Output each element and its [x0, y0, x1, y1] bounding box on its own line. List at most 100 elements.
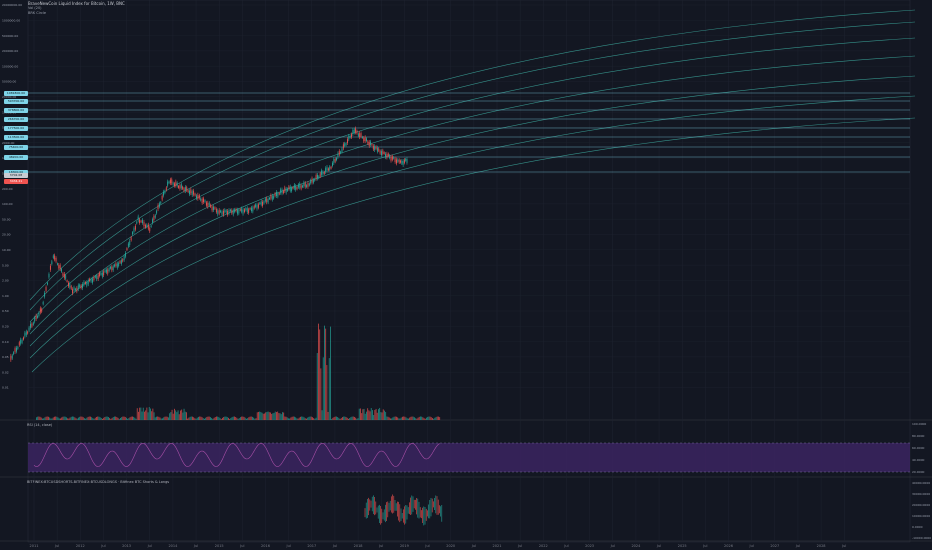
volume-bar — [135, 418, 137, 420]
volume-bar — [91, 417, 93, 420]
candle-body — [161, 195, 163, 200]
volume-bar — [433, 418, 435, 420]
candle-body — [338, 150, 340, 155]
volume-bar — [224, 416, 226, 420]
candle-body — [386, 153, 388, 158]
candle-body — [218, 209, 220, 214]
candle-body — [186, 187, 188, 191]
circle-indicator-label[interactable]: BRK Circle — [28, 11, 47, 15]
candle-body — [210, 204, 212, 207]
volume-bar — [247, 418, 249, 420]
price-axis-label: 0.05 — [2, 355, 9, 359]
volume-bar — [283, 412, 285, 420]
volume-bar — [225, 416, 227, 420]
volume-bar — [418, 416, 420, 420]
volume-bar — [68, 418, 70, 420]
candle-body — [207, 202, 209, 207]
volume-bar — [258, 411, 259, 420]
candle-body — [391, 156, 393, 160]
volume-bar — [410, 416, 412, 420]
candle-body — [357, 133, 359, 137]
candle-body — [363, 137, 365, 142]
volume-bar — [398, 418, 400, 420]
volume-bar — [165, 416, 167, 420]
symbol-title[interactable]: BraveNewCoin Liquid Index for Bitcoin, 1… — [28, 1, 125, 6]
candle-body — [32, 322, 34, 325]
price-axis-label: 0.01 — [2, 386, 9, 390]
shorts-axis-label: 20000.0000 — [912, 503, 930, 507]
volume-bar — [277, 411, 279, 420]
volume-bar — [300, 416, 301, 420]
candle-body — [379, 150, 381, 154]
candle-body — [403, 159, 405, 163]
volume-bar — [403, 416, 405, 420]
volume-bar — [243, 416, 245, 420]
rsi-band — [28, 443, 910, 472]
volume-bar — [326, 365, 328, 420]
candle-body — [150, 225, 152, 228]
volume-bar — [216, 416, 217, 420]
candle-body — [79, 284, 81, 288]
candle-body — [86, 282, 88, 286]
candle-body — [59, 265, 61, 270]
volume-bar — [372, 410, 373, 420]
candle-body — [175, 181, 177, 186]
volume-bar — [112, 417, 114, 420]
volume-bar — [278, 413, 280, 420]
candle-body — [137, 216, 139, 221]
price-axis-label: 100.00 — [2, 202, 13, 206]
volume-bar — [55, 416, 57, 420]
volume-bar — [93, 418, 95, 420]
current-price-tag: 3434.21 — [4, 179, 28, 184]
candle-body — [227, 210, 229, 215]
candle-body — [48, 274, 50, 278]
candle-body — [140, 220, 142, 223]
volume-bar — [417, 417, 419, 420]
volume-bar — [100, 418, 102, 420]
volume-bar — [111, 417, 113, 420]
volume-bar — [66, 417, 67, 420]
volume-bar — [415, 418, 417, 420]
candle-body — [93, 276, 95, 280]
candle-body — [204, 200, 206, 203]
price-axis-label: 200.00 — [2, 187, 13, 191]
volume-bar — [134, 417, 136, 420]
candle-body — [368, 141, 370, 146]
rsi-pane-label[interactable]: RSI (14, close) — [27, 423, 53, 427]
candle-body — [107, 269, 109, 274]
candle-body — [97, 275, 99, 280]
candle-body — [142, 219, 143, 224]
candle-body — [228, 209, 230, 214]
volume-bar — [182, 412, 184, 420]
volume-bar — [411, 416, 413, 420]
volume-bar — [362, 409, 364, 420]
shorts-pane-label[interactable]: BITFINEX:BTCUSDSHORTS-BITFINEX:BTCUSDLON… — [27, 480, 170, 484]
volume-bar — [49, 417, 51, 420]
volume-bar — [199, 416, 201, 420]
candle-body — [169, 179, 171, 184]
volume-bar — [265, 412, 267, 420]
price-axis-label: 20000000.00 — [2, 3, 22, 7]
candle-body — [274, 193, 276, 197]
candle-body — [101, 272, 103, 277]
volume-bar — [302, 416, 304, 420]
volume-bar — [58, 418, 60, 420]
volume-bar — [338, 417, 340, 420]
candle-body — [296, 186, 298, 190]
volume-bar — [267, 411, 269, 420]
volume-bar — [354, 416, 355, 420]
candle-body — [96, 275, 98, 280]
price-level-tag: 266700.00 — [4, 116, 28, 122]
volume-bar — [315, 417, 317, 420]
candle-body — [168, 181, 170, 184]
volume-bar — [346, 417, 348, 420]
candle-body — [383, 152, 385, 154]
price-axis-label: 200000.00 — [2, 49, 18, 53]
candle-body — [303, 182, 305, 187]
volume-indicator-label[interactable]: Vol (20) — [28, 6, 42, 10]
volume-bar — [110, 418, 112, 420]
candle-body — [310, 180, 312, 184]
volume-bar — [429, 416, 431, 420]
